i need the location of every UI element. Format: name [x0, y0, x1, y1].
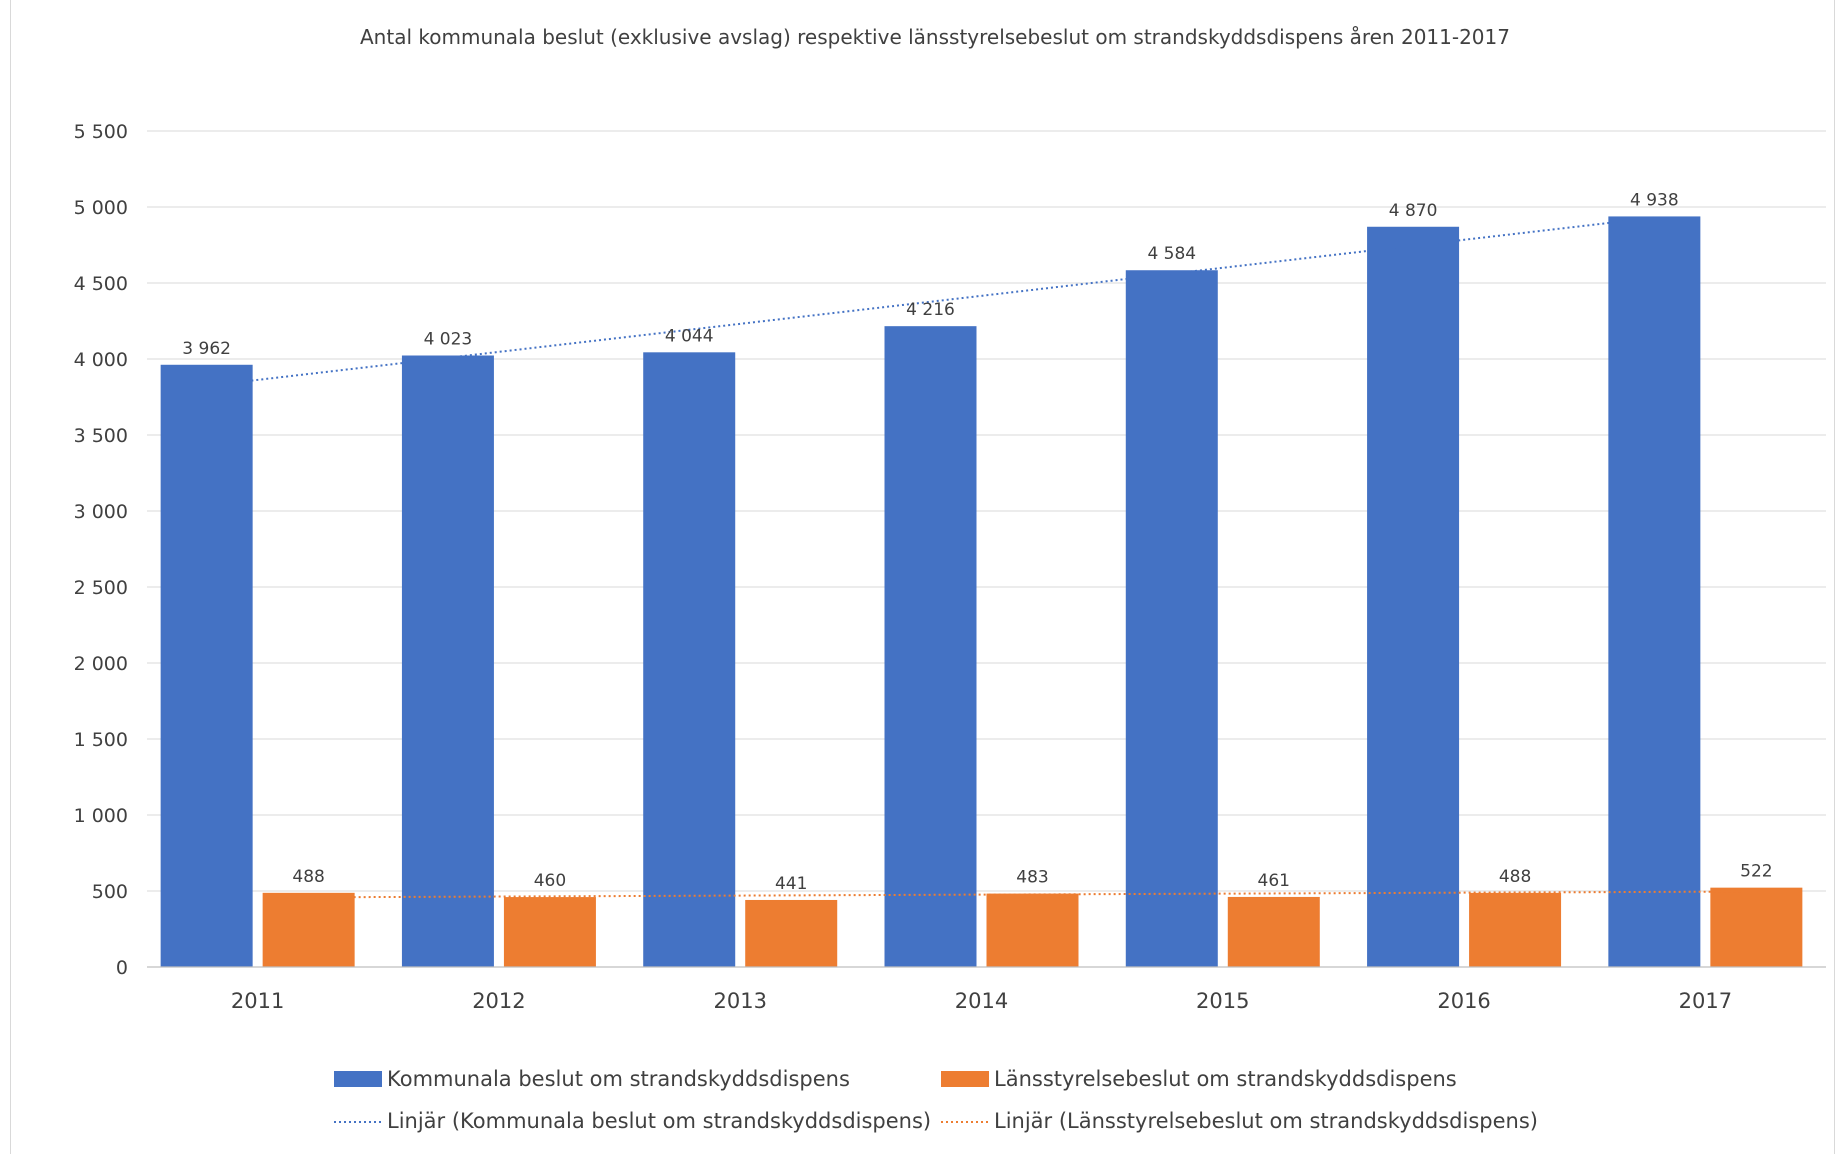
legend-item-lansstyrelse: Länsstyrelsebeslut om strandskyddsdispen… — [941, 1067, 1457, 1091]
x-tick-label-2016: 2016 — [1437, 989, 1490, 1013]
x-tick-label-2015: 2015 — [1196, 989, 1249, 1013]
trendline-lansstyrelse — [308, 890, 1757, 899]
x-tick-label-2011: 2011 — [231, 989, 284, 1013]
bar-lansstyrelse-2016 — [1469, 892, 1562, 967]
x-tick-label-2013: 2013 — [713, 989, 766, 1013]
y-tick-label-5500: 5 500 — [74, 121, 128, 143]
legend-item-lansstyrelse-swatch — [941, 1071, 989, 1087]
data-label-kommunala-2013: 4 044 — [665, 326, 714, 346]
bar-lansstyrelse-2013 — [745, 899, 838, 967]
data-label-kommunala-2014: 4 216 — [906, 300, 955, 320]
legend-item-kommunala-label: Kommunala beslut om strandskyddsdispens — [387, 1067, 850, 1091]
data-label-lansstyrelse-2013: 441 — [775, 874, 807, 894]
chart-frame: Antal kommunala beslut (exklusive avslag… — [10, 0, 1835, 1154]
bar-lansstyrelse-2012 — [503, 897, 596, 967]
x-tick-label-2012: 2012 — [472, 989, 525, 1013]
y-tick-label-3000: 3 000 — [74, 501, 128, 523]
legend: Kommunala beslut om strandskyddsdispens L… — [334, 1067, 1538, 1133]
bar-lansstyrelse-2015 — [1227, 896, 1320, 967]
y-tick-label-4500: 4 500 — [74, 273, 128, 295]
data-label-lansstyrelse-2014: 483 — [1016, 868, 1048, 888]
data-label-lansstyrelse-2011: 488 — [292, 867, 324, 887]
legend-item-linjar-kommunala: Linjär (Kommunala beslut om strandskydds… — [334, 1109, 931, 1133]
data-label-lansstyrelse-2015: 461 — [1258, 871, 1290, 891]
bar-kommunala-2014 — [884, 326, 977, 968]
data-label-kommunala-2012: 4 023 — [424, 330, 473, 350]
legend-item-kommunala: Kommunala beslut om strandskyddsdispens — [334, 1067, 850, 1091]
bar-kommunala-2015 — [1125, 270, 1218, 967]
bar-kommunala-2016 — [1367, 226, 1460, 967]
bar-kommunala-2012 — [401, 355, 494, 967]
data-label-lansstyrelse-2017: 522 — [1740, 862, 1772, 882]
y-tick-label-4000: 4 000 — [74, 349, 128, 371]
gridlines — [147, 130, 1826, 968]
bar-kommunala-2017 — [1608, 216, 1701, 967]
y-tick-label-500: 500 — [92, 881, 128, 903]
bars — [160, 216, 1803, 968]
legend-item-linjar-kommunala-label: Linjär (Kommunala beslut om strandskydds… — [387, 1109, 931, 1133]
y-tick-label-2000: 2 000 — [74, 653, 128, 675]
data-label-lansstyrelse-2016: 488 — [1499, 867, 1531, 887]
legend-item-lansstyrelse-label: Länsstyrelsebeslut om strandskyddsdispen… — [994, 1067, 1457, 1091]
y-tick-label-0: 0 — [116, 957, 128, 979]
data-label-kommunala-2015: 4 584 — [1147, 244, 1196, 264]
bar-chart: Antal kommunala beslut (exklusive avslag… — [74, 25, 1826, 1133]
bar-lansstyrelse-2014 — [986, 893, 1079, 967]
data-label-kommunala-2017: 4 938 — [1630, 190, 1679, 210]
data-label-kommunala-2016: 4 870 — [1389, 201, 1438, 221]
y-tick-label-3500: 3 500 — [74, 425, 128, 447]
data-label-lansstyrelse-2012: 460 — [534, 871, 566, 891]
y-tick-label-5000: 5 000 — [74, 197, 128, 219]
trendlines — [206, 216, 1757, 899]
legend-item-linjar-lansstyrelse-label: Linjär (Länsstyrelsebeslut om strandskyd… — [994, 1109, 1538, 1133]
y-tick-label-1500: 1 500 — [74, 729, 128, 751]
x-tick-label-2014: 2014 — [955, 989, 1008, 1013]
chart-title: Antal kommunala beslut (exklusive avslag… — [360, 25, 1510, 49]
bar-kommunala-2011 — [160, 364, 253, 967]
data-label-kommunala-2011: 3 962 — [182, 339, 231, 359]
legend-item-linjar-lansstyrelse: Linjär (Länsstyrelsebeslut om strandskyd… — [941, 1109, 1538, 1133]
y-axis: 0 500 1 000 1 500 2 000 2 500 3 000 3 500 4 000 4… — [74, 121, 128, 979]
x-tick-label-2017: 2017 — [1679, 989, 1732, 1013]
y-tick-label-2500: 2 500 — [74, 577, 128, 599]
bar-kommunala-2013 — [643, 352, 736, 967]
legend-item-kommunala-swatch — [334, 1071, 382, 1087]
bar-lansstyrelse-2017 — [1710, 887, 1803, 967]
x-axis: 2011 2012 2013 2014 2015 2016 2017 — [147, 966, 1826, 1013]
bar-lansstyrelse-2011 — [262, 892, 355, 967]
y-tick-label-1000: 1 000 — [74, 805, 128, 827]
data-labels: 3 962 488 4 023 460 4 044 441 4 216 483 4 584 461… — [182, 190, 1772, 894]
